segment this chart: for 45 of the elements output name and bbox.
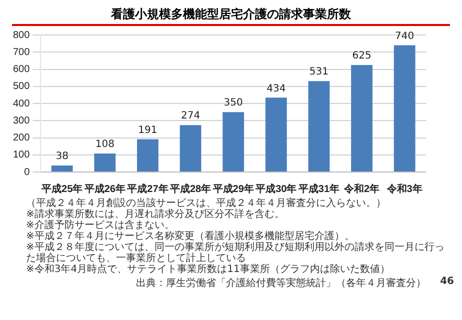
x-tick-label: 平成29年	[212, 182, 254, 195]
y-tick-label: 0	[24, 166, 30, 178]
text: （平成２４年４月創設の当該サービスは、平成２４年４月審査分に入らない。）	[26, 198, 387, 209]
y-tick-label: 300	[12, 115, 30, 126]
text: ※平成２８年度については、同一の事業所が短期利用及び短期利用以外の請求を同一月に行った場合についても、一事業所として計上している	[26, 242, 446, 264]
bar	[222, 112, 244, 172]
data-label: 531	[309, 66, 329, 78]
x-tick-label: 平成31年	[297, 182, 340, 195]
x-tick-label: 令和2年	[343, 182, 380, 195]
bar	[394, 45, 416, 172]
x-tick-label: 平成28年	[168, 182, 212, 195]
chart-title: 看護小規模多機能型居宅介護の請求事業所数	[110, 6, 352, 23]
x-tick-label: 平成26年	[83, 182, 126, 195]
data-label: 434	[266, 83, 286, 94]
data-label: 108	[95, 139, 114, 150]
x-tick-label: 平成30年	[254, 182, 297, 195]
text: ※介護予防サービスは含まない。	[26, 220, 174, 231]
data-label: 740	[395, 30, 414, 42]
bar	[308, 81, 330, 172]
bar	[180, 125, 202, 172]
data-label: 38	[56, 151, 68, 162]
data-label: 191	[138, 124, 158, 136]
text: ※請求事業所数には、月遅れ請求分及び区分不詳を含む。	[26, 209, 286, 220]
x-tick-label: 平成27年	[126, 182, 168, 195]
x-tick-label: 平成25年	[40, 182, 83, 195]
y-tick-label: 400	[12, 98, 30, 110]
text: 46	[440, 276, 454, 289]
y-tick-label: 600	[12, 64, 30, 75]
y-tick-label: 700	[12, 46, 30, 58]
y-tick-label: 100	[12, 150, 30, 161]
y-tick-label: 200	[12, 132, 30, 144]
x-tick-label: 令和3年	[386, 182, 422, 195]
bar	[94, 154, 116, 172]
bar	[351, 64, 372, 172]
source-note: 出典：厚生労働省「介護給付費等実態統計」（各年４月審査分）	[136, 276, 426, 290]
data-label: 274	[180, 110, 200, 122]
data-label: 625	[352, 50, 372, 62]
bar	[137, 139, 158, 172]
y-tick-label: 500	[12, 81, 30, 92]
bar	[265, 98, 287, 172]
y-tick-label: 800	[12, 30, 30, 41]
data-label: 350	[224, 98, 243, 109]
bar	[51, 165, 73, 172]
text: ※令和3年4月時点で、サテライト事業所数は11事業所（グラフ内は除いた数値）	[26, 264, 391, 275]
text: ※平成２７年４月にサービス名称変更（看護小規模多機能型居宅介護）。	[26, 231, 354, 242]
